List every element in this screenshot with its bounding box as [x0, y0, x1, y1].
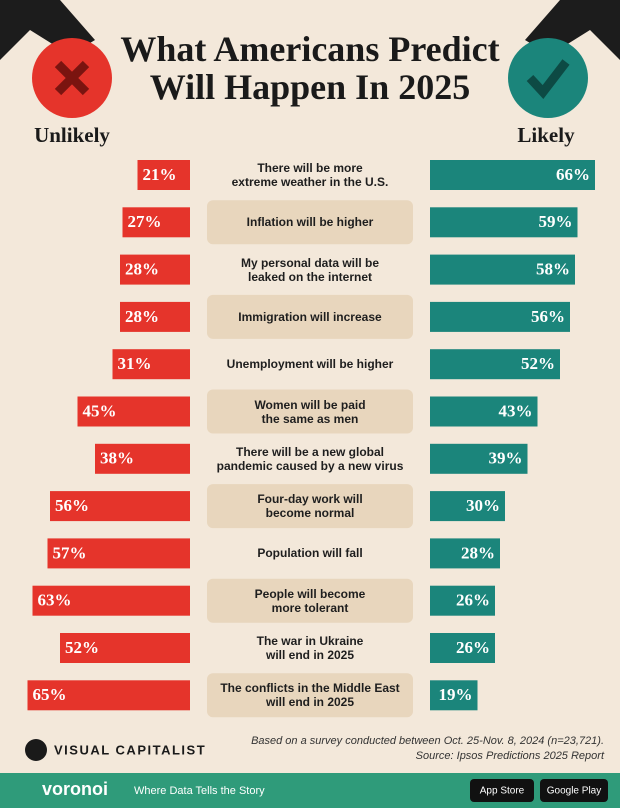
value-label: 45%: [83, 401, 117, 420]
badge[interactable]: App Store: [480, 786, 525, 797]
footer-tagline: Where Data Tells the Story: [134, 785, 265, 797]
value-label: 39%: [489, 449, 523, 468]
value-label: 66%: [556, 165, 590, 184]
label-box: [207, 200, 413, 245]
category-label: Immigration will increase: [238, 309, 382, 324]
value-label: 58%: [536, 260, 570, 279]
badge-bg: [470, 779, 534, 802]
bar-unlikely: [122, 207, 190, 238]
note: Based on a survey conducted between Oct.…: [251, 735, 604, 747]
bar-unlikely: [95, 443, 190, 474]
value-label: 59%: [539, 212, 573, 231]
category-label: There will be more extreme weather in th…: [231, 161, 389, 189]
legend-likely: Likely: [517, 123, 575, 147]
bar-likely: [430, 160, 595, 190]
badge[interactable]: Google Play: [547, 786, 601, 797]
bar-unlikely: [120, 254, 190, 285]
value-label: 31%: [118, 354, 152, 373]
value-label: 43%: [499, 401, 533, 420]
category-label: My personal data will be leaked on the i…: [240, 255, 380, 284]
bar-likely: [430, 680, 478, 711]
bar-likely: [430, 396, 538, 427]
bar-likely: [430, 349, 560, 380]
brand: VISUAL CAPITALIST: [54, 742, 206, 757]
label-box: [207, 673, 413, 718]
bar-likely: [430, 585, 495, 616]
category-label: Inflation will be higher: [246, 215, 374, 230]
category-label: Population will fall: [257, 546, 363, 561]
bar-likely: [430, 633, 495, 663]
category-label: Unemployment will be higher: [226, 357, 394, 372]
category-label: The conflicts in the Middle East will en…: [220, 681, 400, 710]
label-box: [207, 294, 413, 339]
bar-likely: [430, 491, 505, 522]
bar-likely: [430, 254, 575, 285]
category-label: Four-day work will become normal: [257, 492, 363, 521]
value-label: 52%: [521, 354, 555, 373]
bar-likely: [430, 443, 528, 474]
value-label: 52%: [65, 638, 99, 657]
bar-likely: [430, 207, 578, 238]
value-label: 28%: [125, 260, 159, 279]
legend-unlikely: Unlikely: [34, 123, 110, 147]
category-label: Women will be paid the same as men: [254, 397, 366, 426]
bar-unlikely: [50, 491, 190, 522]
value-label: 65%: [33, 685, 67, 704]
label-box: [207, 484, 413, 529]
bar-likely: [430, 301, 570, 332]
bar-unlikely: [60, 633, 190, 663]
category-label: There will be a new global pandemic caus…: [216, 444, 404, 473]
value-label: 30%: [466, 496, 500, 515]
source: Source: Ipsos Predictions 2025 Report: [416, 750, 605, 762]
badge-bg: [540, 779, 608, 802]
value-label: 56%: [531, 307, 565, 326]
value-label: 56%: [55, 496, 89, 515]
category-label: The war in Ukraine will end in 2025: [256, 634, 364, 662]
value-label: 19%: [439, 685, 473, 704]
bar-unlikely: [137, 160, 190, 190]
label-box: [207, 578, 413, 623]
footer-brand: voronoi: [42, 779, 108, 799]
value-label: 63%: [38, 591, 72, 610]
bar-unlikely: [120, 301, 190, 332]
value-label: 57%: [53, 543, 87, 562]
label-box: [207, 389, 413, 434]
value-label: 38%: [100, 449, 134, 468]
value-label: 26%: [456, 638, 490, 657]
bar-unlikely: [112, 349, 190, 380]
bar-unlikely: [77, 396, 190, 427]
check-icon: [526, 59, 570, 99]
value-label: 28%: [125, 307, 159, 326]
category-label: People will become more tolerant: [254, 586, 366, 615]
bar-unlikely: [27, 680, 190, 711]
chart-title: What Americans Predict Will Happen In 20…: [120, 29, 500, 107]
crystal-ball-green: [508, 38, 588, 118]
value-label: 21%: [143, 165, 177, 184]
x-icon: [54, 60, 90, 96]
bar-unlikely: [47, 538, 190, 569]
vc-logo: [25, 739, 47, 761]
bar-likely: [430, 538, 500, 569]
value-label: 27%: [128, 212, 162, 231]
bar-unlikely: [32, 585, 190, 616]
value-label: 26%: [456, 591, 490, 610]
value-label: 28%: [461, 543, 495, 562]
